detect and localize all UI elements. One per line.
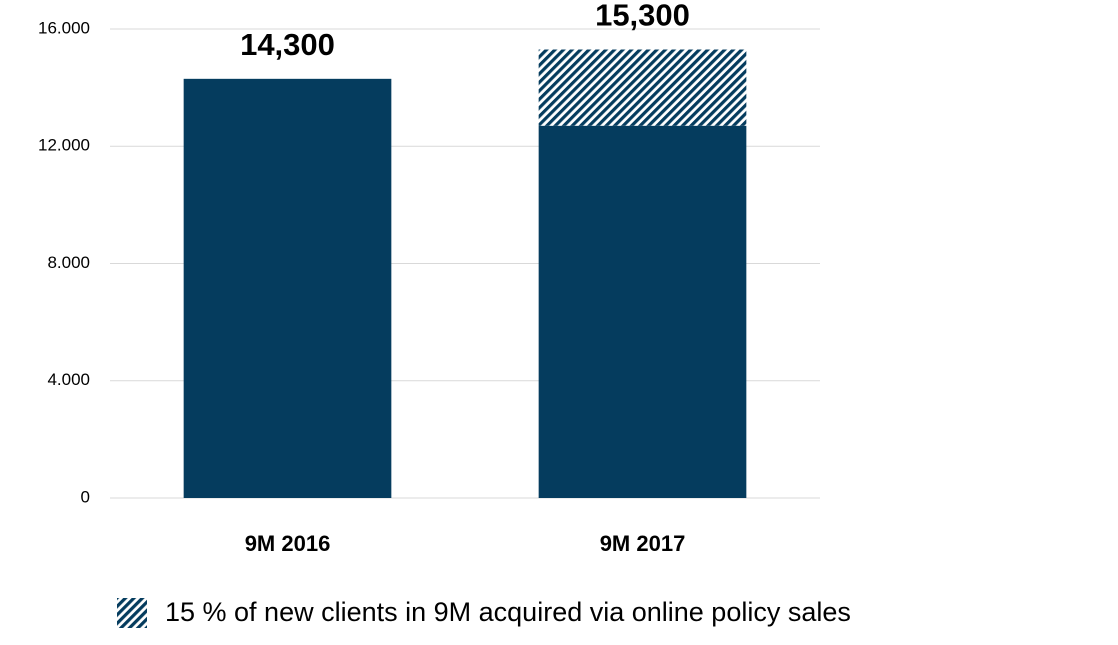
x-tick-label: 9M 2016 (245, 531, 331, 556)
x-tick-label: 9M 2017 (600, 531, 686, 556)
y-tick-label: 4.000 (47, 370, 90, 389)
total-label: 14,300 (240, 27, 335, 62)
total-label: 15,300 (595, 0, 690, 33)
legend-label: 15 % of new clients in 9M acquired via o… (165, 597, 851, 627)
y-tick-label: 8.000 (47, 253, 90, 272)
bar-segment (183, 78, 392, 499)
y-tick-label: 16.000 (38, 18, 90, 37)
bar-segment (538, 125, 747, 498)
y-tick-label: 12.000 (38, 136, 90, 155)
bar-segment (538, 49, 747, 126)
y-tick-label: 0 (81, 487, 90, 506)
legend-swatch (117, 598, 147, 628)
